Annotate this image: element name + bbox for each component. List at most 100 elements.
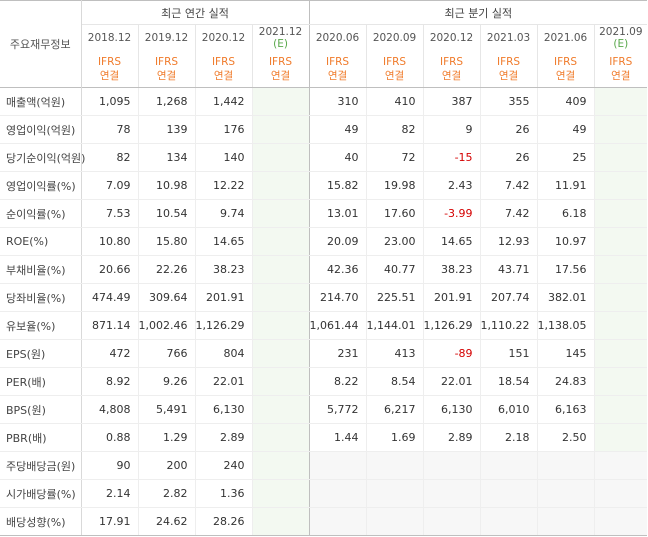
table-cell bbox=[594, 479, 648, 508]
table-cell: 26 bbox=[480, 115, 538, 144]
table-cell: 7.42 bbox=[480, 171, 538, 200]
table-row: BPS(원) 4,808 5,491 6,130 5,772 6,217 6,130 6,01… bbox=[0, 395, 648, 424]
table-cell bbox=[594, 255, 648, 284]
table-cell: 472 bbox=[81, 339, 139, 368]
table-cell bbox=[594, 423, 648, 452]
consolidated-label: 연결 bbox=[611, 70, 631, 83]
table-cell: 207.74 bbox=[480, 283, 538, 312]
table-cell bbox=[480, 479, 538, 508]
table-cell bbox=[594, 227, 648, 256]
table-cell: 2.89 bbox=[423, 423, 481, 452]
table-cell: 766 bbox=[138, 339, 196, 368]
estimate-flag: (E) bbox=[613, 38, 629, 51]
table-cell: 309.64 bbox=[138, 283, 196, 312]
table-cell: 40 bbox=[309, 143, 367, 172]
table-cell: 18.54 bbox=[480, 367, 538, 396]
table-cell bbox=[252, 115, 310, 144]
period-header: 2020.09 bbox=[366, 24, 424, 52]
table-cell: 176 bbox=[195, 115, 253, 144]
quarterly-results-header: 최근 분기 실적 bbox=[309, 0, 648, 25]
table-cell: 14.65 bbox=[195, 227, 253, 256]
table-cell: 6,130 bbox=[195, 395, 253, 424]
ifrs-consolidated-label: IFRS 연결 bbox=[594, 51, 648, 88]
table-cell bbox=[594, 395, 648, 424]
period-header-estimate: 2021.12 (E) bbox=[252, 24, 310, 52]
ifrs-label: IFRS bbox=[496, 56, 521, 69]
table-cell: 1,126.29 bbox=[423, 311, 481, 340]
table-cell: 23.00 bbox=[366, 227, 424, 256]
table-cell bbox=[594, 283, 648, 312]
table-cell bbox=[423, 507, 481, 536]
table-cell bbox=[537, 451, 595, 480]
table-cell: 7.09 bbox=[81, 171, 139, 200]
consolidated-label: 연결 bbox=[498, 70, 519, 83]
table-cell: 240 bbox=[195, 451, 253, 480]
table-cell: -15 bbox=[423, 143, 481, 172]
consolidated-label: 연결 bbox=[270, 70, 291, 83]
row-label: PBR(배) bbox=[0, 423, 82, 452]
table-cell: 1,144.01 bbox=[366, 311, 424, 340]
table-cell bbox=[594, 199, 648, 228]
row-label: 당기순이익(억원) bbox=[0, 143, 85, 172]
table-cell: 2.50 bbox=[537, 423, 595, 452]
ifrs-consolidated-label: IFRS 연결 bbox=[195, 51, 253, 88]
table-cell: 6,163 bbox=[537, 395, 595, 424]
table-cell: 14.65 bbox=[423, 227, 481, 256]
table-cell bbox=[252, 367, 310, 396]
table-cell: 139 bbox=[138, 115, 196, 144]
table-cell: 7.53 bbox=[81, 199, 139, 228]
table-cell bbox=[537, 507, 595, 536]
table-cell: 20.66 bbox=[81, 255, 139, 284]
table-cell: 90 bbox=[81, 451, 139, 480]
table-cell bbox=[366, 507, 424, 536]
table-cell: 0.88 bbox=[81, 423, 139, 452]
table-cell: 49 bbox=[309, 115, 367, 144]
table-cell bbox=[594, 87, 648, 116]
table-cell: 151 bbox=[480, 339, 538, 368]
table-cell: 6,130 bbox=[423, 395, 481, 424]
table-cell bbox=[480, 451, 538, 480]
table-cell bbox=[594, 507, 648, 536]
ifrs-consolidated-label: IFRS 연결 bbox=[423, 51, 481, 88]
table-row: PBR(배) 0.88 1.29 2.89 1.44 1.69 2.89 2.18 2.50 bbox=[0, 423, 648, 452]
table-row: 배당성향(%) 17.91 24.62 28.26 bbox=[0, 507, 648, 536]
row-label: 영업이익(억원) bbox=[0, 115, 82, 144]
table-cell: 310 bbox=[309, 87, 367, 116]
table-cell: 5,491 bbox=[138, 395, 196, 424]
ifrs-consolidated-label: IFRS 연결 bbox=[81, 51, 139, 88]
period-header: 2019.12 bbox=[138, 24, 196, 52]
consolidated-label: 연결 bbox=[327, 70, 348, 83]
table-cell: 2.14 bbox=[81, 479, 139, 508]
table-cell: 140 bbox=[195, 143, 253, 172]
table-cell: 201.91 bbox=[195, 283, 253, 312]
row-label: 유보율(%) bbox=[0, 311, 82, 340]
table-cell: 8.22 bbox=[309, 367, 367, 396]
table-cell bbox=[252, 451, 310, 480]
table-cell: 2.43 bbox=[423, 171, 481, 200]
table-cell: 6.18 bbox=[537, 199, 595, 228]
table-cell: 17.56 bbox=[537, 255, 595, 284]
table-cell: 38.23 bbox=[195, 255, 253, 284]
table-cell: 1,268 bbox=[138, 87, 196, 116]
row-label: 당좌비율(%) bbox=[0, 283, 82, 312]
table-cell: 804 bbox=[195, 339, 253, 368]
table-row: 매출액(억원) 1,095 1,268 1,442 310 410 387 355 409 bbox=[0, 87, 648, 116]
table-cell: 382.01 bbox=[537, 283, 595, 312]
table-cell: 11.91 bbox=[537, 171, 595, 200]
ifrs-label: IFRS bbox=[211, 56, 236, 69]
table-cell: 10.98 bbox=[138, 171, 196, 200]
period-header: 2018.12 bbox=[81, 24, 139, 52]
table-row: 시가배당률(%) 2.14 2.82 1.36 bbox=[0, 479, 648, 508]
ifrs-label: IFRS bbox=[268, 56, 293, 69]
row-label: 순이익률(%) bbox=[0, 199, 82, 228]
table-cell bbox=[252, 255, 310, 284]
table-cell: 10.97 bbox=[537, 227, 595, 256]
row-label: EPS(원) bbox=[0, 339, 82, 368]
table-cell bbox=[366, 479, 424, 508]
ifrs-consolidated-label: IFRS 연결 bbox=[537, 51, 595, 88]
table-cell bbox=[537, 479, 595, 508]
table-row: 당기순이익(억원) 82 134 140 40 72 -15 26 25 bbox=[0, 143, 648, 172]
table-row: 유보율(%) 871.14 1,002.46 1,126.29 1,061.44 1,14… bbox=[0, 311, 648, 340]
table-cell bbox=[252, 227, 310, 256]
